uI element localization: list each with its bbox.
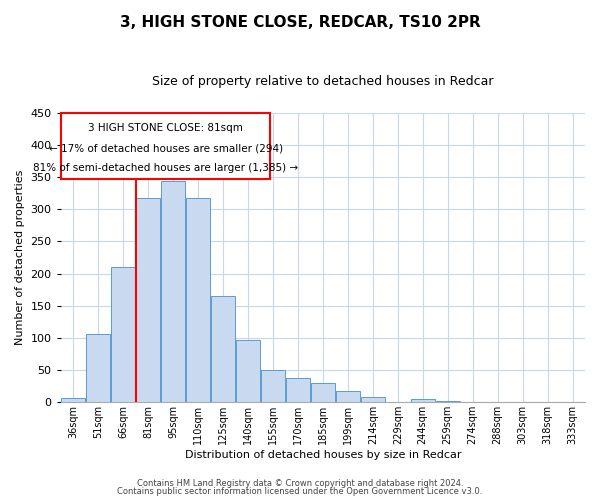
- Bar: [236, 340, 260, 402]
- Bar: [286, 378, 310, 402]
- Title: Size of property relative to detached houses in Redcar: Size of property relative to detached ho…: [152, 75, 494, 88]
- Bar: [261, 370, 285, 402]
- Bar: [336, 390, 360, 402]
- Bar: [436, 401, 460, 402]
- Bar: [161, 181, 185, 402]
- Text: 3 HIGH STONE CLOSE: 81sqm: 3 HIGH STONE CLOSE: 81sqm: [88, 123, 243, 133]
- Text: 3, HIGH STONE CLOSE, REDCAR, TS10 2PR: 3, HIGH STONE CLOSE, REDCAR, TS10 2PR: [119, 15, 481, 30]
- Bar: [361, 396, 385, 402]
- Text: ← 17% of detached houses are smaller (294): ← 17% of detached houses are smaller (29…: [49, 143, 283, 153]
- Bar: [311, 383, 335, 402]
- Bar: [186, 198, 210, 402]
- Bar: [211, 296, 235, 403]
- Bar: [136, 198, 160, 402]
- Bar: [61, 398, 85, 402]
- Y-axis label: Number of detached properties: Number of detached properties: [15, 170, 25, 345]
- Bar: [410, 399, 435, 402]
- Text: 81% of semi-detached houses are larger (1,385) →: 81% of semi-detached houses are larger (…: [33, 164, 298, 173]
- X-axis label: Distribution of detached houses by size in Redcar: Distribution of detached houses by size …: [185, 450, 461, 460]
- Bar: [86, 334, 110, 402]
- FancyBboxPatch shape: [61, 113, 271, 180]
- Bar: [111, 267, 135, 402]
- Text: Contains public sector information licensed under the Open Government Licence v3: Contains public sector information licen…: [118, 488, 482, 496]
- Text: Contains HM Land Registry data © Crown copyright and database right 2024.: Contains HM Land Registry data © Crown c…: [137, 478, 463, 488]
